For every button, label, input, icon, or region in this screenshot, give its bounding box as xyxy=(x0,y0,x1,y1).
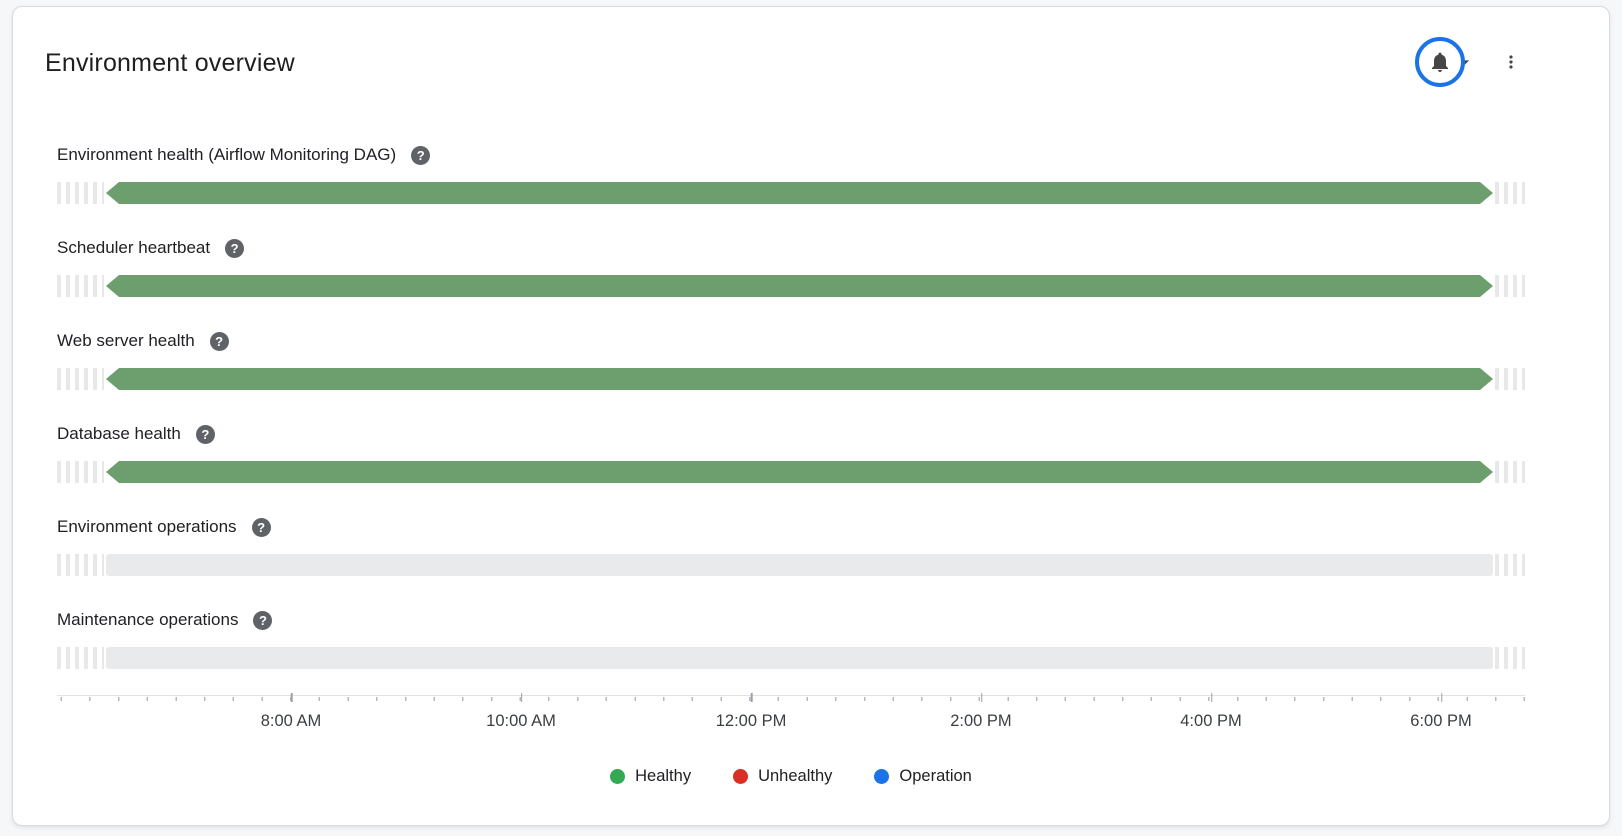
help-icon[interactable] xyxy=(209,331,229,351)
axis-tick-label: 6:00 PM xyxy=(1410,693,1472,730)
axis-tick-label: 2:00 PM xyxy=(950,693,1012,730)
hatch-right xyxy=(1495,182,1525,204)
hatch-left xyxy=(57,182,104,204)
legend-label: Operation xyxy=(899,767,972,785)
axis-tick-label: 8:00 AM xyxy=(260,693,322,730)
timeline-track xyxy=(57,647,1525,669)
timeline-row: Environment operations xyxy=(57,516,1525,576)
hatch-right xyxy=(1495,647,1525,669)
status-bar[interactable] xyxy=(106,461,1493,483)
hatch-left xyxy=(57,647,104,669)
row-label: Environment operations xyxy=(57,517,237,536)
time-axis: 8:00 AM 10:00 AM 12:00 PM 2:00 PM 4:00 P… xyxy=(57,693,1525,751)
chart-legend: Healthy Unhealthy Operation xyxy=(57,767,1525,786)
chevron-down-icon xyxy=(1460,60,1470,65)
legend-label: Healthy xyxy=(635,767,692,785)
environment-overview-card: Environment overview xyxy=(12,6,1610,826)
status-bar[interactable] xyxy=(106,275,1493,297)
legend-label: Unhealthy xyxy=(758,767,833,785)
row-label: Database health xyxy=(57,424,181,443)
more-options-button[interactable] xyxy=(1501,52,1521,72)
status-bar[interactable] xyxy=(106,368,1493,390)
hatch-left xyxy=(57,461,104,483)
timeline-track xyxy=(57,461,1525,483)
status-bar[interactable] xyxy=(106,182,1493,204)
help-icon[interactable] xyxy=(411,145,431,165)
alerting-bell-button[interactable] xyxy=(1415,37,1465,87)
row-label: Scheduler heartbeat xyxy=(57,238,211,257)
healthy-dot-icon xyxy=(610,769,626,784)
help-icon[interactable] xyxy=(225,238,245,258)
axis-minor-ticks xyxy=(57,697,1525,701)
axis-tick-label: 12:00 PM xyxy=(715,693,787,730)
timeline-row: Database health xyxy=(57,423,1525,483)
axis-tick-label: 4:00 PM xyxy=(1180,693,1242,730)
help-icon[interactable] xyxy=(195,424,215,444)
row-label: Environment health (Airflow Monitoring D… xyxy=(57,145,397,164)
status-bar[interactable] xyxy=(106,554,1493,576)
timeline-track xyxy=(57,368,1525,390)
axis-tick-label: 10:00 AM xyxy=(486,693,556,730)
operation-dot-icon xyxy=(874,769,890,784)
hatch-right xyxy=(1495,368,1525,390)
timeline-row: Maintenance operations xyxy=(57,609,1525,669)
help-icon[interactable] xyxy=(251,517,271,537)
timeline-row: Scheduler heartbeat xyxy=(57,237,1525,297)
hatch-left xyxy=(57,275,104,297)
timeline-track xyxy=(57,182,1525,204)
row-label: Web server health xyxy=(57,331,195,350)
alerting-bell-icon xyxy=(1432,52,1448,72)
hatch-right xyxy=(1495,554,1525,576)
hatch-left xyxy=(57,368,104,390)
legend-item-operation: Operation xyxy=(874,767,972,786)
hatch-right xyxy=(1495,275,1525,297)
page-title: Environment overview xyxy=(45,49,295,77)
row-label: Maintenance operations xyxy=(57,610,239,629)
hatch-right xyxy=(1495,461,1525,483)
timeline-track xyxy=(57,275,1525,297)
hatch-left xyxy=(57,554,104,576)
card-toolbar xyxy=(1415,37,1521,87)
unhealthy-dot-icon xyxy=(733,769,749,784)
alerting-dropdown-button[interactable] xyxy=(1455,52,1475,72)
timeline-rows: Environment health (Airflow Monitoring D… xyxy=(57,144,1525,669)
legend-item-unhealthy: Unhealthy xyxy=(733,767,832,786)
help-icon[interactable] xyxy=(253,610,273,630)
kebab-menu-icon xyxy=(1509,55,1513,69)
timeline-row: Web server health xyxy=(57,330,1525,390)
status-bar[interactable] xyxy=(106,647,1493,669)
legend-item-healthy: Healthy xyxy=(610,767,691,786)
timeline-row: Environment health (Airflow Monitoring D… xyxy=(57,144,1525,204)
timeline-track xyxy=(57,554,1525,576)
